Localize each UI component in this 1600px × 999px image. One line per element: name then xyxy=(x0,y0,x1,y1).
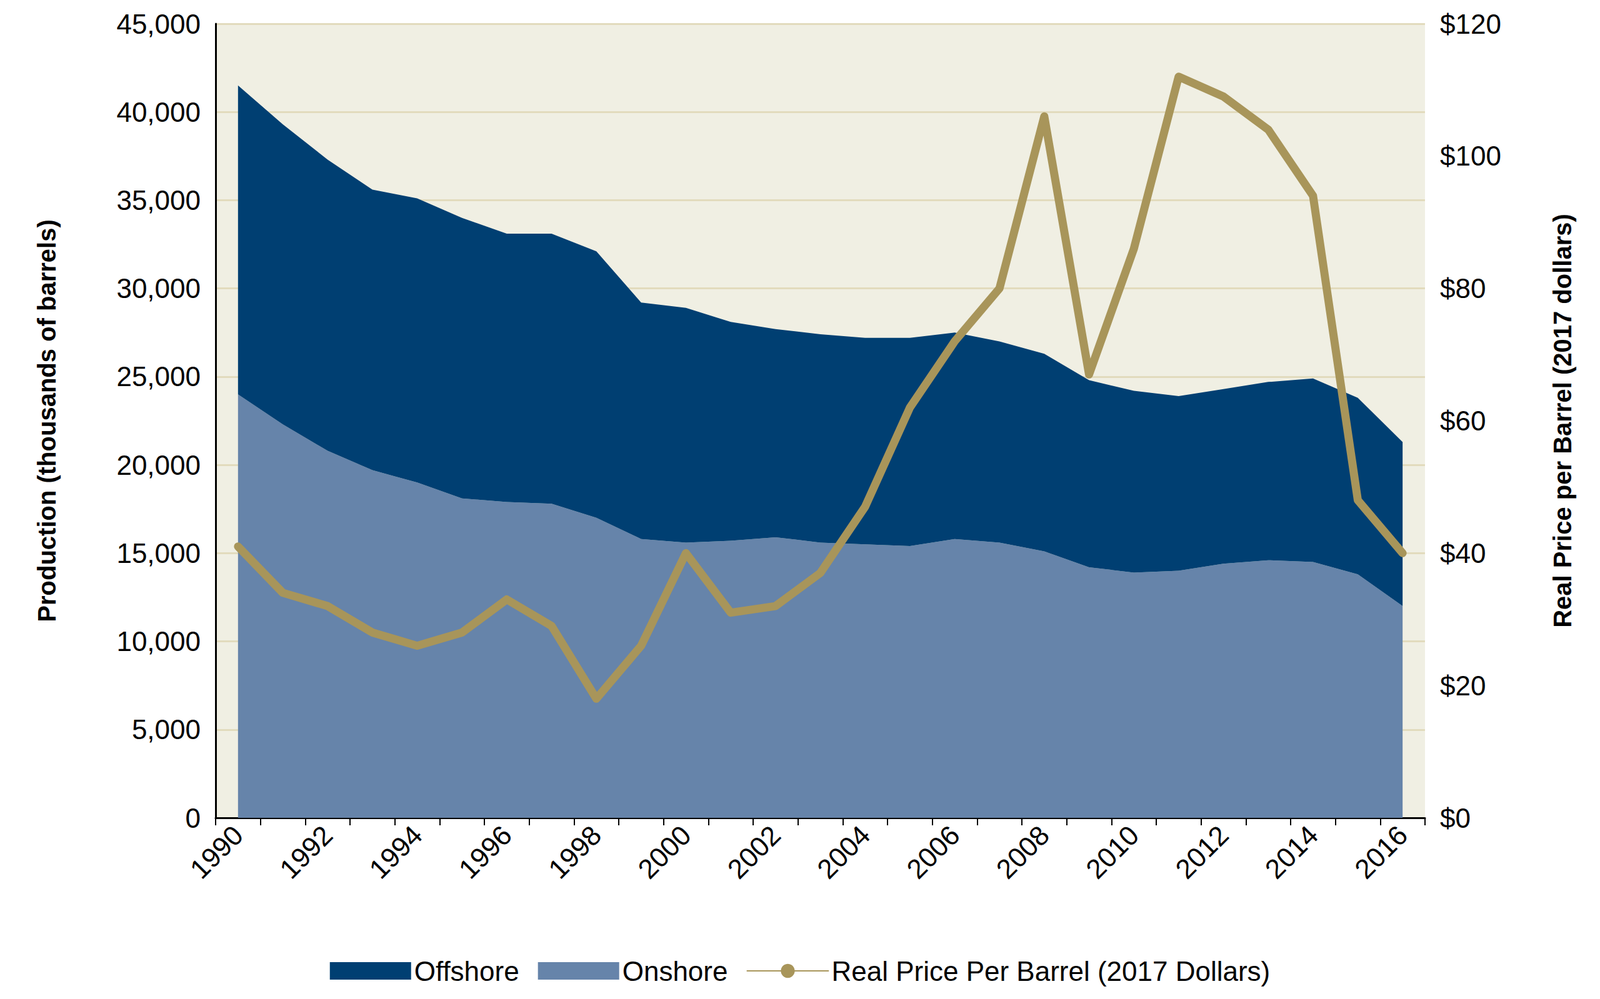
svg-text:45,000: 45,000 xyxy=(116,8,201,40)
svg-text:Offshore: Offshore xyxy=(414,956,520,987)
svg-text:0: 0 xyxy=(185,803,201,834)
svg-text:40,000: 40,000 xyxy=(116,96,201,128)
svg-text:$0: $0 xyxy=(1440,803,1471,834)
svg-text:35,000: 35,000 xyxy=(116,185,201,216)
svg-text:$20: $20 xyxy=(1440,670,1486,702)
svg-text:1996: 1996 xyxy=(452,820,518,885)
svg-text:2008: 2008 xyxy=(990,820,1055,885)
svg-text:10,000: 10,000 xyxy=(116,626,201,657)
svg-text:1998: 1998 xyxy=(542,820,608,885)
svg-text:2010: 2010 xyxy=(1080,820,1145,885)
svg-text:2004: 2004 xyxy=(811,820,877,885)
svg-text:5,000: 5,000 xyxy=(131,714,201,745)
svg-text:2014: 2014 xyxy=(1258,820,1324,885)
svg-text:15,000: 15,000 xyxy=(116,538,201,569)
svg-text:2000: 2000 xyxy=(631,820,697,885)
svg-text:$100: $100 xyxy=(1440,140,1502,172)
svg-text:30,000: 30,000 xyxy=(116,273,201,304)
svg-text:$40: $40 xyxy=(1440,538,1486,569)
svg-text:2012: 2012 xyxy=(1169,820,1235,885)
svg-text:$80: $80 xyxy=(1440,273,1486,304)
svg-text:$120: $120 xyxy=(1440,8,1502,40)
svg-text:2006: 2006 xyxy=(900,820,966,885)
svg-text:Production (thousands of barre: Production (thousands of barrels) xyxy=(33,219,61,622)
svg-text:25,000: 25,000 xyxy=(116,361,201,392)
svg-text:$60: $60 xyxy=(1440,405,1486,437)
svg-text:2002: 2002 xyxy=(721,820,787,885)
svg-text:2016: 2016 xyxy=(1348,820,1414,885)
svg-text:1992: 1992 xyxy=(273,820,339,885)
svg-text:1990: 1990 xyxy=(183,820,249,885)
svg-text:20,000: 20,000 xyxy=(116,450,201,481)
svg-text:Real Price per Barrel (2017 do: Real Price per Barrel (2017 dollars) xyxy=(1548,213,1577,629)
svg-text:Onshore: Onshore xyxy=(622,956,729,987)
svg-text:1994: 1994 xyxy=(363,820,429,885)
svg-text:Real Price Per Barrel (2017 Do: Real Price Per Barrel (2017 Dollars) xyxy=(831,956,1270,987)
